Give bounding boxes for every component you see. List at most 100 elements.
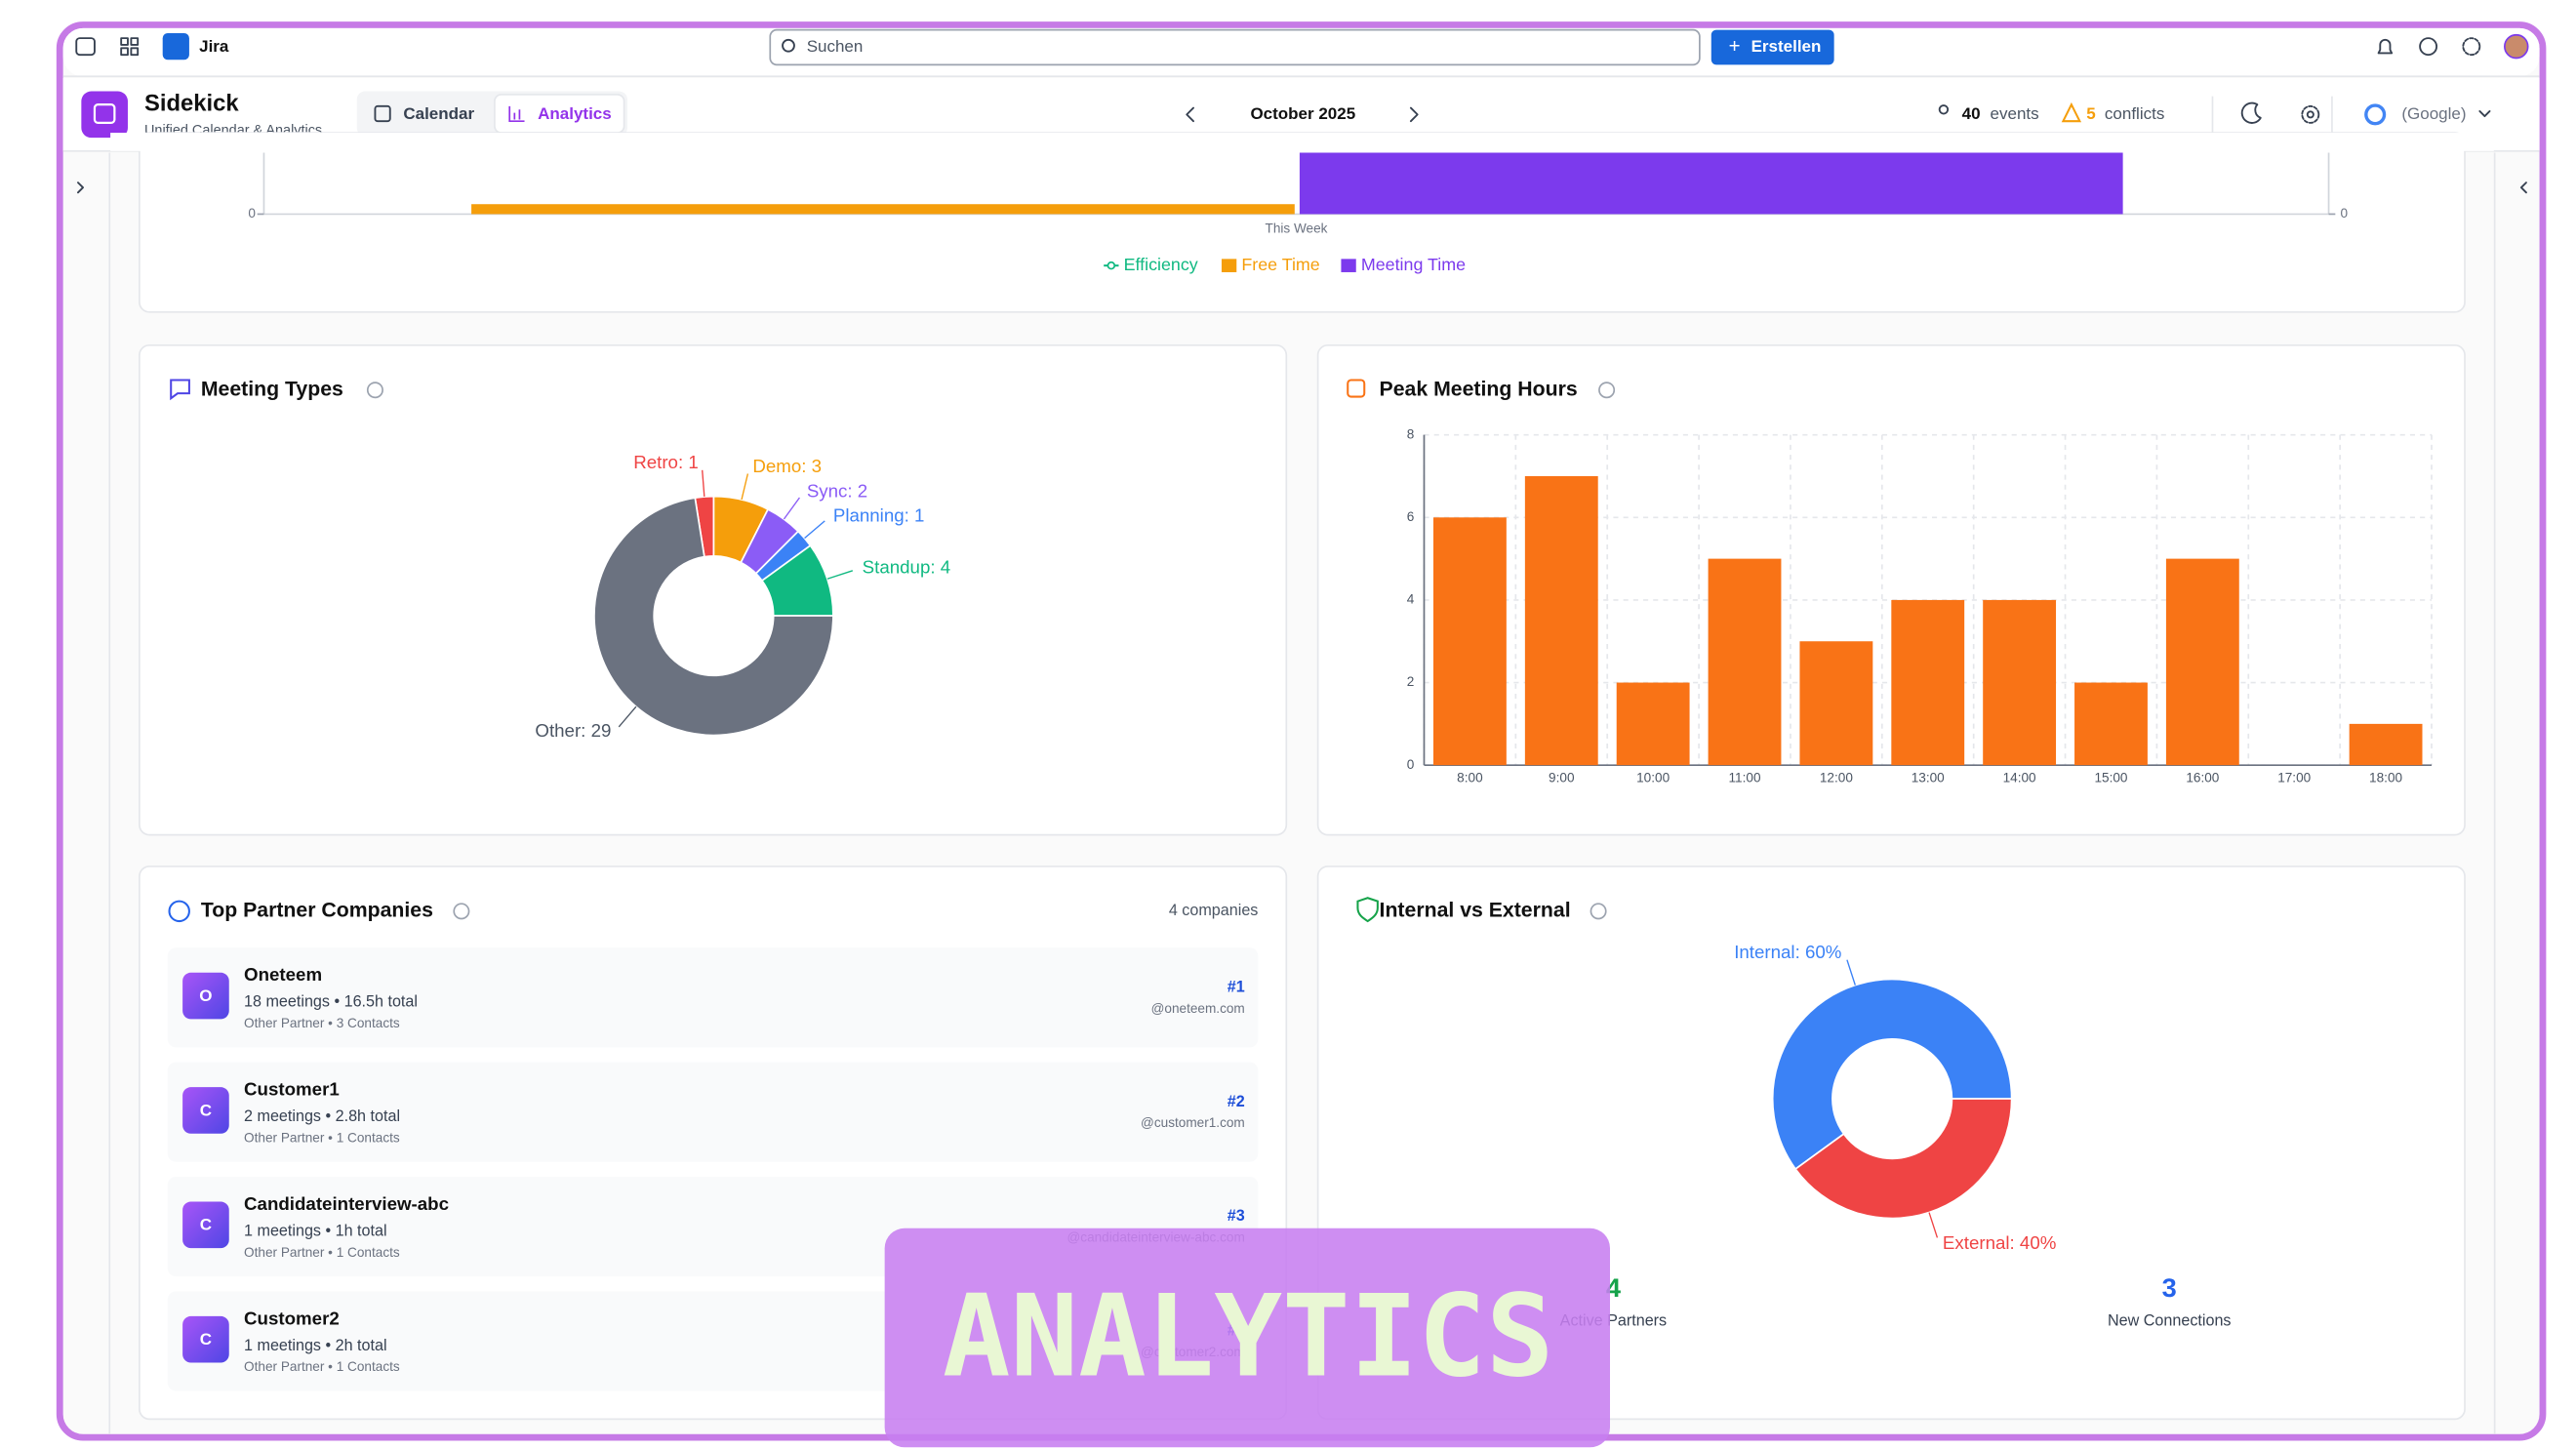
partner-details: Other Partner • 3 Contacts bbox=[244, 1016, 400, 1030]
y-tick-label: 6 bbox=[1407, 509, 1415, 524]
slice-label: Planning: 1 bbox=[833, 504, 925, 525]
partner-avatar bbox=[182, 1315, 229, 1363]
search-placeholder: Suchen bbox=[807, 37, 864, 56]
free-time-bar-cropped bbox=[471, 204, 1295, 215]
meeting-types-chart: Retro: 1 Demo: 3 Sync: 2 Planning: 1 Standup… bbox=[535, 452, 950, 741]
x-tick-label: 10:00 bbox=[1636, 770, 1670, 785]
avatar[interactable] bbox=[2504, 33, 2529, 60]
expand-right[interactable] bbox=[2519, 181, 2527, 194]
card-title: Internal vs External bbox=[1380, 898, 1571, 921]
bar bbox=[1708, 558, 1782, 766]
coffee-icon bbox=[1347, 379, 1366, 398]
partner-row[interactable] bbox=[167, 947, 1259, 1048]
bar bbox=[1799, 641, 1873, 766]
leader-line bbox=[741, 473, 749, 501]
month-label: October 2025 bbox=[1250, 104, 1355, 123]
x-tick-label: 8:00 bbox=[1457, 770, 1483, 785]
slice bbox=[1771, 978, 2013, 1171]
warning-icon bbox=[2061, 101, 2082, 123]
bar bbox=[2074, 682, 2148, 766]
search-box[interactable] bbox=[769, 28, 1701, 66]
settings-icon[interactable] bbox=[2462, 37, 2481, 57]
x-tick-label: This Week bbox=[1266, 221, 1328, 235]
bar bbox=[1524, 475, 1598, 766]
partner-avatar bbox=[182, 1201, 229, 1249]
legend-label: Efficiency bbox=[1124, 255, 1198, 274]
slice-label: Retro: 1 bbox=[633, 452, 699, 472]
y2-tick-label: 0 bbox=[2340, 206, 2348, 221]
overlay-banner bbox=[884, 1228, 1610, 1448]
account-dropdown[interactable] bbox=[2478, 110, 2491, 118]
leader-line bbox=[1928, 1212, 1939, 1238]
partner-details: Other Partner • 1 Contacts bbox=[244, 1245, 400, 1260]
tab[interactable]: Analytics bbox=[538, 104, 612, 123]
slice-label: Standup: 4 bbox=[863, 557, 950, 578]
x-tick-label: 12:00 bbox=[1820, 770, 1853, 785]
legend-label: Meeting Time bbox=[1361, 255, 1466, 274]
chat-icon bbox=[170, 379, 190, 401]
settings-button-core bbox=[2306, 110, 2314, 119]
slice-label: Other: 29 bbox=[535, 720, 611, 741]
account-label[interactable]: (Google) bbox=[2401, 104, 2466, 123]
y-tick-label: 0 bbox=[1407, 757, 1415, 772]
tab[interactable]: Calendar bbox=[403, 104, 474, 123]
partner-avatar bbox=[182, 1087, 229, 1134]
y-tick-label: 4 bbox=[1407, 592, 1415, 607]
partner-rank: #1 bbox=[1228, 978, 1245, 995]
slice-label: Sync: 2 bbox=[807, 480, 867, 501]
meeting-types-card bbox=[139, 343, 1288, 836]
toolbar-cover bbox=[110, 133, 2494, 151]
partner-avatar bbox=[182, 972, 229, 1020]
partner-meetings: 1 meetings • 2h total bbox=[244, 1337, 387, 1354]
expand-left[interactable] bbox=[77, 181, 84, 194]
theme-toggle[interactable] bbox=[2240, 101, 2262, 124]
next-month[interactable] bbox=[1409, 106, 1419, 123]
info-icon[interactable] bbox=[1598, 382, 1616, 399]
x-tick-label: 13:00 bbox=[1912, 770, 1945, 785]
bar bbox=[1891, 599, 1965, 766]
legend-swatch bbox=[1341, 259, 1356, 272]
weekly-chart: 0 0 This Week Efficiency Free Time Meeting Ti… bbox=[248, 206, 2348, 274]
sidebar-icon[interactable] bbox=[75, 37, 96, 57]
leader-line bbox=[702, 469, 705, 498]
app-title: Sidekick bbox=[144, 90, 239, 116]
plus-icon: + bbox=[1729, 36, 1741, 58]
card-title: Top Partner Companies bbox=[201, 898, 433, 921]
settings-button[interactable] bbox=[2301, 104, 2320, 124]
legend-dot bbox=[1107, 261, 1116, 270]
google-icon bbox=[2364, 103, 2387, 126]
apps-icon[interactable] bbox=[120, 37, 140, 57]
slice bbox=[1793, 1098, 2013, 1220]
partner-details: Other Partner • 1 Contacts bbox=[244, 1131, 400, 1146]
partner-rank: #3 bbox=[1228, 1207, 1245, 1225]
legend-label: Free Time bbox=[1241, 255, 1319, 274]
app-icon bbox=[81, 91, 128, 139]
create-label: Erstellen bbox=[1751, 37, 1822, 56]
conflicts-count: 5 bbox=[2086, 104, 2095, 123]
peak-hours-chart: 0 2 4 6 8 8:00 9:00 10:00 11:00 12:00 13:00 14:00 15… bbox=[1407, 426, 2433, 785]
prev-month[interactable] bbox=[1186, 106, 1194, 123]
shield-icon bbox=[1356, 897, 1379, 923]
info-icon[interactable] bbox=[366, 382, 383, 399]
create-button[interactable] bbox=[1711, 29, 1834, 65]
notifications-icon[interactable] bbox=[2377, 38, 2394, 55]
partner-name: Customer1 bbox=[244, 1079, 340, 1100]
partner-row[interactable] bbox=[167, 1062, 1259, 1162]
partner-domain: @customer1.com bbox=[1141, 1115, 1245, 1130]
bar bbox=[2349, 723, 2423, 766]
partner-initial: C bbox=[200, 1216, 212, 1234]
x-tick-label: 18:00 bbox=[2369, 770, 2402, 785]
partner-rank: #2 bbox=[1228, 1093, 1245, 1110]
bar bbox=[1616, 682, 1690, 766]
x-tick-label: 17:00 bbox=[2277, 770, 2311, 785]
info-icon[interactable] bbox=[453, 903, 470, 920]
events-count: 40 bbox=[1962, 104, 1981, 123]
info-icon[interactable] bbox=[1590, 903, 1607, 920]
bar bbox=[2165, 558, 2239, 766]
card-title: Peak Meeting Hours bbox=[1380, 377, 1578, 400]
stat-value: 3 bbox=[2162, 1272, 2177, 1303]
help-icon[interactable] bbox=[2419, 37, 2438, 57]
partner-initial: C bbox=[200, 1101, 212, 1119]
jira-logo[interactable] bbox=[162, 33, 189, 60]
